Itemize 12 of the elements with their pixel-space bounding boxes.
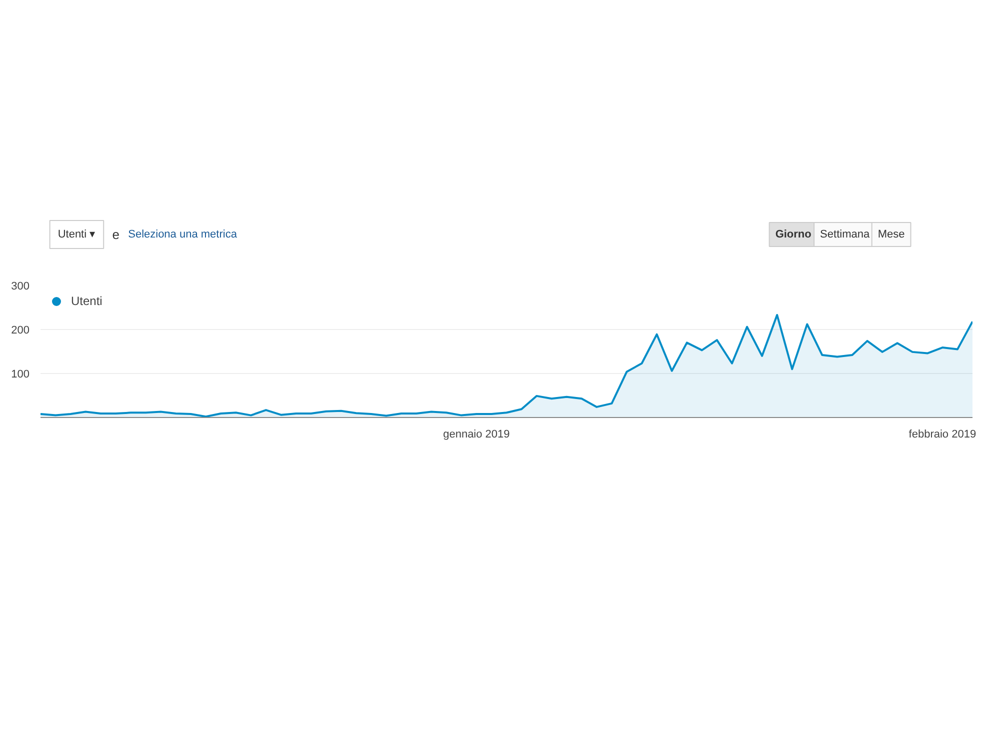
- text: Seleziona una metrica: [128, 228, 238, 240]
- text: Giorno: [775, 228, 812, 240]
- x-tick-label: febbraio 2019: [908, 428, 976, 440]
- x-tick-label: gennaio 2019: [443, 428, 510, 440]
- text: Settimana: [820, 228, 870, 240]
- text: e: [112, 227, 120, 242]
- y-tick-label: 200: [11, 324, 30, 336]
- text: Mese: [878, 228, 905, 240]
- y-tick-label: 100: [11, 368, 30, 380]
- legend-label: Utenti: [71, 294, 102, 308]
- text: Utenti ▾: [58, 228, 96, 240]
- y-tick-label: 300: [11, 280, 30, 292]
